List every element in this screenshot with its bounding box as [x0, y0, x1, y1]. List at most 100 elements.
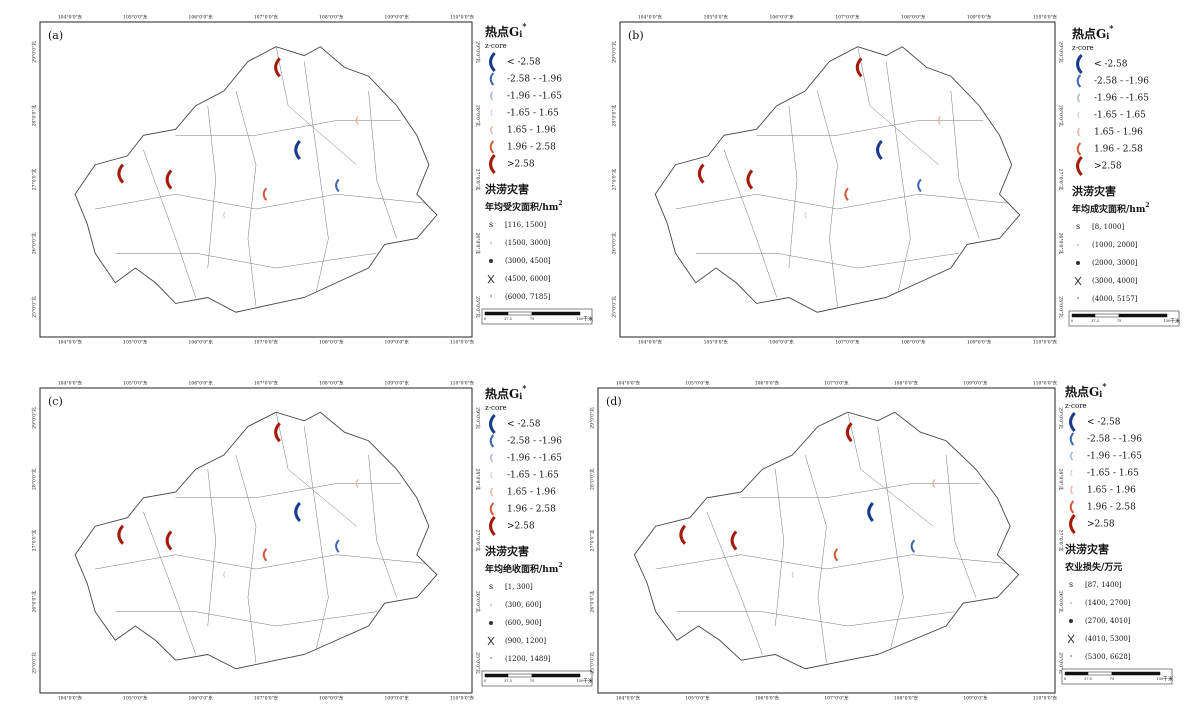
lat-label: 27°0'0"北	[1058, 530, 1065, 552]
map-panel: (a) 104°0'0"东 104°0'0"东 105°0'0"东 105°0'0"东 1…	[31, 14, 594, 346]
legend-class: 1.96 - 2.58	[507, 143, 556, 153]
scale-label: 75	[1117, 319, 1121, 323]
county-boundary	[723, 149, 777, 298]
lat-label: 27°0'0"北	[589, 529, 596, 551]
scale-bar	[507, 673, 533, 678]
county-boundary	[275, 412, 357, 527]
legend-class: -2.58 - -1.96	[1094, 77, 1149, 87]
legend-class: >2.58	[507, 522, 535, 532]
lat-label: 26°0'0"北	[611, 232, 618, 254]
lat-label: 28°0'0"北	[1058, 105, 1065, 127]
hotspot-symbol	[117, 524, 125, 545]
legend-class: -1.65 - 1.65	[1087, 469, 1139, 479]
lon-label: 105°0'0"东	[685, 695, 710, 702]
legend-hazard: 洪涝灾害	[1065, 542, 1109, 556]
hotspot-symbol	[490, 125, 494, 135]
lat-label: 26°0'0"北	[589, 590, 596, 612]
legend-class: -1.96 - -1.65	[1094, 94, 1149, 104]
lon-label: 106°0'0"东	[188, 339, 213, 346]
legend-class: -1.96 - -1.65	[507, 454, 562, 464]
province-outline	[654, 46, 1021, 313]
hotspot-symbol	[489, 515, 496, 537]
county-boundary	[706, 511, 763, 655]
hotspot-symbol	[932, 479, 936, 488]
county-boundary	[95, 554, 425, 570]
hotspot-symbol	[490, 109, 493, 117]
legend-title-main: 热点G	[485, 24, 519, 39]
lon-label: 109°0'0"东	[384, 380, 409, 387]
hotspot-symbol	[489, 140, 495, 154]
legend-class: 1.65 - 1.96	[507, 488, 556, 498]
legend-class: 1.65 - 1.96	[1087, 486, 1136, 496]
lon-label: 105°0'0"东	[123, 14, 148, 21]
legend-range: (2700, 4010]	[1085, 617, 1131, 625]
lat-label: 25°0'0"北	[31, 296, 38, 318]
county-boundary	[368, 90, 397, 239]
lon-label: 110°0'0"东	[450, 380, 475, 387]
lat-label: 28°0'0"北	[589, 468, 596, 490]
province-outline	[74, 46, 438, 313]
lon-label: 110°0'0"东	[1033, 14, 1058, 21]
scale-label: 75	[530, 317, 534, 321]
hotspot-symbol	[1076, 53, 1083, 75]
legend-title: 热点Gi*	[485, 21, 527, 39]
hotspot-symbol	[876, 139, 883, 161]
legend-title: 热点Gi*	[1072, 23, 1114, 41]
scale-label: 150	[1157, 677, 1164, 681]
lon-label: 107°0'0"东	[835, 339, 860, 346]
county-boundary	[885, 61, 911, 292]
legend-class: -1.65 - 1.65	[1094, 111, 1146, 121]
legend-class: 1.96 - 2.58	[507, 505, 556, 515]
legend-title-sub: i	[519, 391, 522, 401]
hotspot-symbol	[804, 211, 807, 219]
scale-bar	[531, 673, 581, 678]
hotspot-symbol	[844, 187, 849, 201]
lon-label: 104°0'0"东	[58, 380, 83, 387]
lon-label: 109°0'0"东	[963, 380, 988, 387]
scale-label: 150	[577, 317, 584, 321]
legend-title-sub: i	[519, 29, 522, 39]
range-symbol	[1067, 634, 1075, 644]
legend-class: < -2.58	[507, 420, 541, 430]
hotspot-symbol	[1077, 111, 1080, 119]
legend-title-main: 热点G	[1065, 384, 1099, 399]
legend-hazard: 洪涝灾害	[485, 544, 529, 558]
lon-label: 104°0'0"东	[638, 339, 663, 346]
hotspot-symbol	[274, 422, 281, 443]
legend-measure-sup: 2	[558, 562, 562, 569]
lat-label: 26°0'0"北	[31, 590, 38, 612]
hotspot-symbol	[335, 539, 340, 553]
hotspot-symbol	[910, 539, 916, 553]
lon-label: 107°0'0"东	[824, 695, 849, 702]
county-boundary	[677, 611, 955, 627]
county-boundary	[950, 90, 980, 239]
lat-label: 25°0'0"北	[475, 296, 482, 318]
scale-bar	[1064, 671, 1089, 676]
legend-range: (4500, 6000]	[505, 275, 551, 283]
lat-label: 25°0'0"北	[31, 652, 38, 674]
lat-label: 27°0'0"北	[611, 168, 618, 190]
scale-box	[1068, 310, 1180, 327]
lat-label: 29°0'0"北	[31, 407, 38, 429]
legend-class: -2.58 - -1.96	[507, 75, 562, 85]
county-boundary	[741, 483, 981, 498]
legend-class: 1.96 - 2.58	[1087, 503, 1136, 513]
lat-label: 25°0'0"北	[589, 652, 596, 674]
range-symbol	[490, 604, 492, 606]
county-boundary	[877, 426, 904, 649]
legend-class: 1.65 - 1.96	[507, 126, 556, 136]
hotspot-symbol	[1076, 155, 1083, 177]
lat-label: 27°0'0"北	[475, 169, 482, 191]
hotspot-symbol	[855, 57, 863, 78]
hotspot-symbol	[165, 169, 173, 190]
lon-label: 106°0'0"东	[188, 380, 213, 387]
lon-label: 106°0'0"东	[755, 380, 780, 387]
scale-bar	[531, 311, 581, 316]
lon-label: 105°0'0"东	[685, 380, 710, 387]
map-panel: (c) 104°0'0"东 104°0'0"东 105°0'0"东 105°0'0"东 1…	[31, 380, 594, 702]
lon-label: 108°0'0"东	[901, 14, 926, 21]
lon-label: 104°0'0"东	[616, 380, 641, 387]
legend-range: (3000, 4000]	[1092, 277, 1138, 285]
lon-label: 109°0'0"东	[963, 695, 988, 702]
range-symbol	[1076, 261, 1080, 265]
